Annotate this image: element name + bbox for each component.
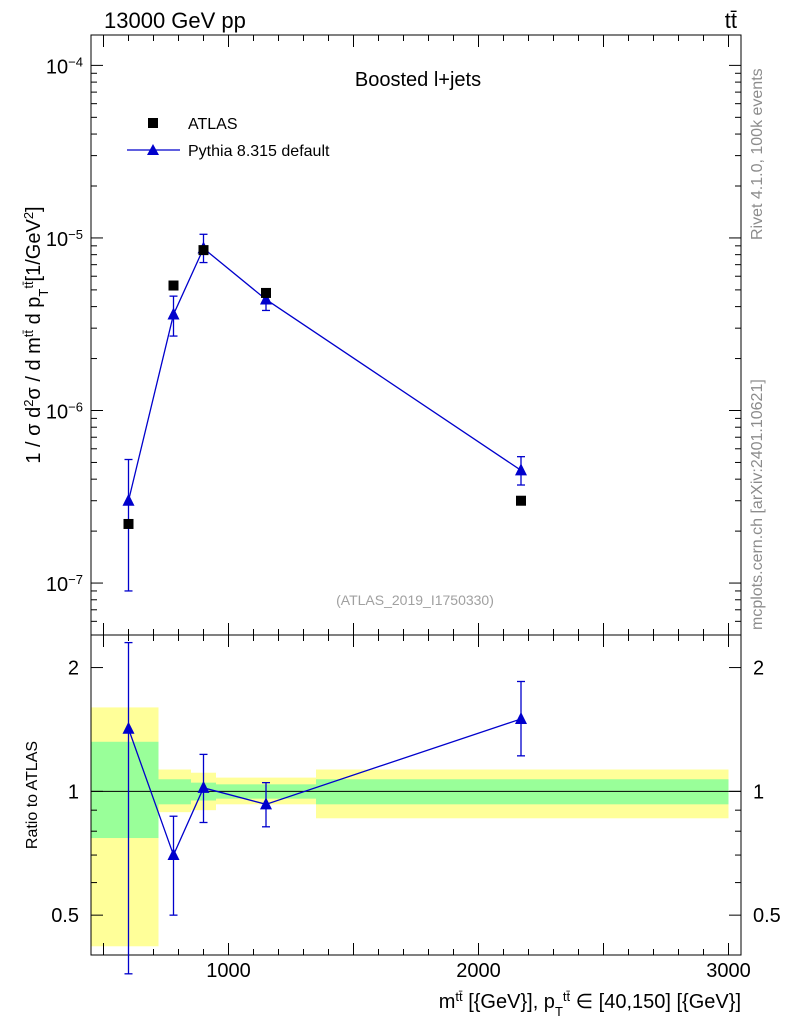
ratio-y-tick-label-right: 0.5 bbox=[753, 905, 781, 927]
ratio-x-tick-label: 3000 bbox=[706, 960, 751, 982]
main-y-tick-label: 10−6 bbox=[46, 399, 83, 424]
ratio-band-inner bbox=[91, 741, 159, 839]
analysis-watermark: (ATLAS_2019_I1750330) bbox=[336, 592, 494, 608]
mc-point bbox=[260, 292, 272, 305]
rivet-label: Rivet 4.1.0, 100k events bbox=[749, 68, 766, 240]
ratio-plot-panel: Ratio to ATLAS 0.5 0.5 1 1 2 2 1000 2000 3000 m… bbox=[24, 634, 781, 1019]
ratio-y-tick-label-left: 1 bbox=[68, 781, 79, 803]
main-y-tick-label: 10−5 bbox=[46, 226, 83, 251]
ratio-x-ticks: 1000 2000 3000 bbox=[103, 635, 751, 982]
data-point bbox=[516, 495, 526, 506]
ratio-series bbox=[122, 641, 527, 975]
main-plot-title: Boosted l+jets bbox=[355, 69, 481, 91]
data-point bbox=[261, 287, 271, 298]
data-point bbox=[198, 245, 209, 256]
mcplots-label: mcplots.cern.ch [arXiv:2401.10621] bbox=[749, 379, 766, 630]
legend-label-atlas: ATLAS bbox=[188, 116, 238, 133]
header-energy-label: 13000 GeV pp bbox=[104, 8, 246, 33]
legend-label-pythia: Pythia 8.315 default bbox=[188, 143, 330, 160]
main-y-tick-label: 10−7 bbox=[46, 572, 83, 597]
data-point bbox=[168, 280, 179, 291]
mc-point bbox=[515, 463, 527, 476]
mc-point bbox=[167, 307, 180, 320]
ratio-y-axis-title: Ratio to ATLAS bbox=[24, 741, 41, 849]
ratio-x-tick-label: 1000 bbox=[206, 960, 251, 982]
data-point bbox=[123, 518, 134, 529]
mc-point bbox=[122, 493, 135, 506]
main-y-ticks: 10−7 10−6 10−5 10−4 bbox=[46, 54, 741, 636]
ratio-point bbox=[515, 711, 527, 724]
ratio-y-tick-label-right: 2 bbox=[753, 658, 764, 680]
ratio-point bbox=[260, 797, 272, 810]
ratio-point bbox=[122, 721, 135, 734]
main-plot-panel: Boosted l+jets (ATLAS_2019_I1750330) 1 /… bbox=[21, 34, 742, 636]
legend-marker-pythia bbox=[147, 144, 159, 155]
legend-marker-atlas bbox=[148, 118, 158, 128]
legend: ATLAS Pythia 8.315 default bbox=[127, 116, 330, 160]
ratio-plot-frame bbox=[90, 634, 742, 956]
ratio-y-tick-label-left: 0.5 bbox=[51, 905, 79, 927]
ratio-y-ticks: 0.5 0.5 1 1 2 2 bbox=[51, 658, 781, 956]
header-process-label: tt̄ bbox=[725, 8, 737, 33]
mc-line bbox=[127, 247, 522, 501]
ratio-point bbox=[197, 780, 210, 793]
main-y-tick-label: 10−4 bbox=[46, 54, 83, 79]
main-series bbox=[122, 233, 527, 592]
main-x-ticks bbox=[103, 35, 729, 635]
ratio-y-tick-label-left: 2 bbox=[68, 658, 79, 680]
ratio-y-tick-label-right: 1 bbox=[753, 781, 764, 803]
ratio-point bbox=[167, 848, 180, 861]
ratio-x-tick-label: 2000 bbox=[456, 960, 501, 982]
x-axis-title: mtt̄ [{GeV}], pTtt̄ ∈ [40,150] [{GeV}] bbox=[439, 989, 741, 1019]
